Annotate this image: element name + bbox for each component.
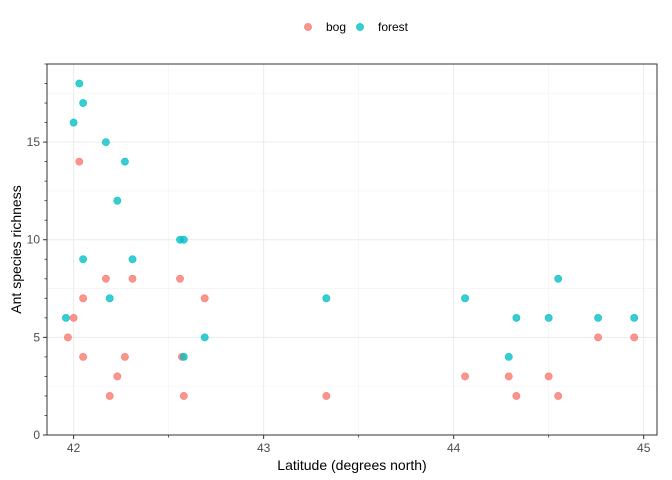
- y-axis-title: Ant species richness: [8, 185, 24, 313]
- data-point-forest: [544, 313, 553, 322]
- data-point-bog: [594, 333, 602, 342]
- data-point-bog: [200, 294, 209, 303]
- data-point-forest: [113, 196, 122, 205]
- legend-label-forest: forest: [378, 20, 409, 34]
- data-point-forest: [594, 313, 602, 322]
- data-point-forest: [62, 313, 70, 322]
- data-point-forest: [554, 274, 563, 283]
- data-point-bog: [322, 392, 331, 400]
- x-tick-label: 43: [257, 441, 271, 455]
- data-point-bog: [544, 372, 553, 381]
- data-point-bog: [79, 294, 88, 303]
- data-point-bog: [504, 372, 513, 381]
- y-tick-label: 15: [27, 135, 41, 149]
- data-point-bog: [75, 157, 84, 166]
- data-point-bog: [113, 372, 122, 381]
- data-point-forest: [79, 99, 88, 107]
- data-point-forest: [75, 79, 84, 88]
- data-point-forest: [179, 352, 188, 361]
- x-axis-ticks: 42 43 44 45: [67, 435, 651, 455]
- data-point-bog: [69, 313, 78, 322]
- data-point-bog: [554, 392, 563, 400]
- data-point-forest: [630, 313, 639, 322]
- y-axis-ticks: 0 5 10 15: [27, 63, 47, 442]
- data-point-bog: [512, 392, 521, 400]
- y-tick-label: 10: [27, 233, 41, 247]
- panel-border: [46, 63, 658, 436]
- data-point-forest: [512, 313, 521, 322]
- data-point-forest: [69, 118, 78, 127]
- data-point-bog: [102, 274, 110, 283]
- data-point-bog: [461, 372, 469, 381]
- data-point-forest: [105, 294, 114, 303]
- data-point-bog: [121, 352, 129, 361]
- legend-key-bog: [304, 23, 312, 31]
- data-point-forest: [121, 157, 129, 166]
- data-point-forest: [179, 235, 188, 244]
- x-tick-label: 45: [637, 441, 651, 455]
- data-point-bog: [105, 392, 114, 400]
- data-point-forest: [504, 352, 513, 361]
- data-point-bog: [64, 333, 72, 342]
- legend-key-forest: [356, 23, 364, 31]
- x-tick-label: 44: [447, 441, 461, 455]
- data-point-bog: [630, 333, 639, 342]
- legend-label-bog: bog: [326, 20, 346, 34]
- data-point-forest: [461, 294, 469, 303]
- x-axis-title: Latitude (degrees north): [277, 457, 426, 473]
- data-points: [62, 79, 639, 400]
- data-point-forest: [128, 255, 137, 264]
- data-point-bog: [179, 392, 188, 400]
- data-point-forest: [322, 294, 331, 303]
- legend: bog forest: [304, 20, 409, 34]
- minor-gridlines: [47, 64, 657, 435]
- y-tick-label: 0: [33, 428, 40, 442]
- data-point-bog: [176, 274, 184, 283]
- data-point-bog: [128, 274, 137, 283]
- data-point-bog: [79, 352, 88, 361]
- y-tick-label: 5: [33, 330, 40, 344]
- data-point-forest: [79, 255, 88, 264]
- data-point-forest: [102, 138, 110, 147]
- x-tick-label: 42: [67, 441, 81, 455]
- data-point-forest: [200, 333, 209, 342]
